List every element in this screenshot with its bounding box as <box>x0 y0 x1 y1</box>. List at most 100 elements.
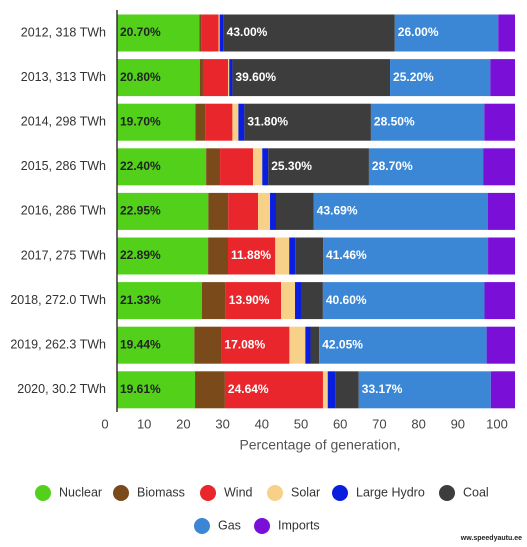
y-tick-label: 2019, 262.3 TWh <box>10 337 106 351</box>
y-tick-label: 2017, 275 TWh <box>21 248 106 262</box>
bar-segment <box>322 282 485 320</box>
bar-segment <box>305 326 311 364</box>
bar-segment <box>218 14 220 52</box>
x-tick-label: 70 <box>372 416 386 431</box>
data-label: 33.17% <box>362 382 403 396</box>
bar-segment <box>221 326 290 364</box>
bar-segment <box>358 371 491 409</box>
data-label: 19.70% <box>120 114 161 128</box>
data-label: 11.88% <box>231 248 271 262</box>
bar-segment <box>117 371 196 409</box>
bar-segment <box>195 371 225 409</box>
bar-segment <box>220 148 254 186</box>
bar-segment <box>270 192 277 230</box>
bar-segment <box>224 371 323 409</box>
bar-segment <box>258 192 271 230</box>
bar-segment <box>275 237 290 275</box>
bar-segment <box>201 14 219 52</box>
bar-segment <box>232 59 391 97</box>
bar-segment <box>327 371 336 409</box>
legend-swatch <box>113 485 129 501</box>
bar-segment <box>194 326 222 364</box>
bar-segment <box>195 103 206 141</box>
bar-segment <box>208 192 229 230</box>
bar-segment <box>490 59 515 97</box>
bar-segment <box>253 148 263 186</box>
legend-label: Coal <box>463 485 489 499</box>
bar-segment <box>228 59 230 97</box>
legend-label: Solar <box>291 485 320 499</box>
bar-segment <box>335 371 359 409</box>
x-tick-label: 40 <box>255 416 269 431</box>
bar-segment <box>268 148 369 186</box>
x-tick-label: 100 <box>486 416 508 431</box>
x-tick-label: 30 <box>215 416 229 431</box>
legend-swatch <box>267 485 283 501</box>
legend-label: Biomass <box>137 485 185 499</box>
data-label: 43.69% <box>317 204 358 218</box>
bar-segment <box>117 192 209 230</box>
bar-segment <box>229 59 233 97</box>
y-tick-label: 2020, 30.2 TWh <box>17 382 106 396</box>
bar-segment <box>228 192 259 230</box>
bar-segment <box>486 326 515 364</box>
bar-segment <box>368 148 484 186</box>
data-label: 24.64% <box>228 382 269 396</box>
data-label: 26.00% <box>398 25 439 39</box>
x-tick-label: 20 <box>176 416 190 431</box>
data-label: 31.80% <box>247 114 288 128</box>
y-tick-label: 2015, 286 TWh <box>21 159 106 173</box>
bar-segment <box>117 282 202 320</box>
bar-segment <box>208 237 229 275</box>
bar-segment <box>202 59 229 97</box>
bar-segment <box>484 282 515 320</box>
bar-segment <box>117 103 196 141</box>
y-tick-label: 2016, 286 TWh <box>21 204 106 218</box>
bar-segment <box>205 103 233 141</box>
bar-segment <box>370 103 485 141</box>
bar-segment <box>313 192 488 230</box>
y-tick-label: 2018, 272.0 TWh <box>10 293 106 307</box>
data-label: 20.80% <box>120 70 161 84</box>
data-label: 40.60% <box>326 293 367 307</box>
bar-segment <box>276 192 314 230</box>
data-label: 25.20% <box>393 70 434 84</box>
data-label: 22.95% <box>120 204 161 218</box>
legend-label: Gas <box>218 518 241 532</box>
bar-segment <box>201 282 226 320</box>
bar-segment <box>223 14 395 52</box>
bar-segment <box>394 14 499 52</box>
bar-segment <box>117 59 200 97</box>
data-label: 19.61% <box>120 382 161 396</box>
bar-segment <box>199 59 203 97</box>
x-tick-label: 80 <box>411 416 425 431</box>
x-tick-label: 60 <box>333 416 347 431</box>
bar-segment <box>498 14 515 52</box>
x-tick-label: 0 <box>101 416 108 431</box>
x-tick-label: 90 <box>451 416 465 431</box>
data-label: 28.50% <box>374 114 415 128</box>
x-tick-label: 10 <box>137 416 151 431</box>
legend-swatch <box>35 485 51 501</box>
y-tick-label: 2014, 298 TWh <box>21 114 106 128</box>
legend-swatch <box>194 518 210 534</box>
bar-segment <box>295 237 324 275</box>
bar-segment <box>483 148 515 186</box>
bar-segment <box>206 148 221 186</box>
data-label: 19.44% <box>120 337 161 351</box>
data-label: 17.08% <box>224 337 265 351</box>
bar-segment <box>322 371 328 409</box>
data-label: 22.89% <box>120 248 161 262</box>
data-label: 43.00% <box>227 25 268 39</box>
bar-segment <box>262 148 269 186</box>
bar-segment <box>319 326 487 364</box>
bar-segment <box>300 282 323 320</box>
data-label: 21.33% <box>120 293 161 307</box>
bar-segment <box>232 103 239 141</box>
bar-segment <box>490 371 515 409</box>
data-label: 22.40% <box>120 159 161 173</box>
bar-segment <box>295 282 301 320</box>
bar-segment <box>281 282 296 320</box>
bar-segment <box>289 237 296 275</box>
